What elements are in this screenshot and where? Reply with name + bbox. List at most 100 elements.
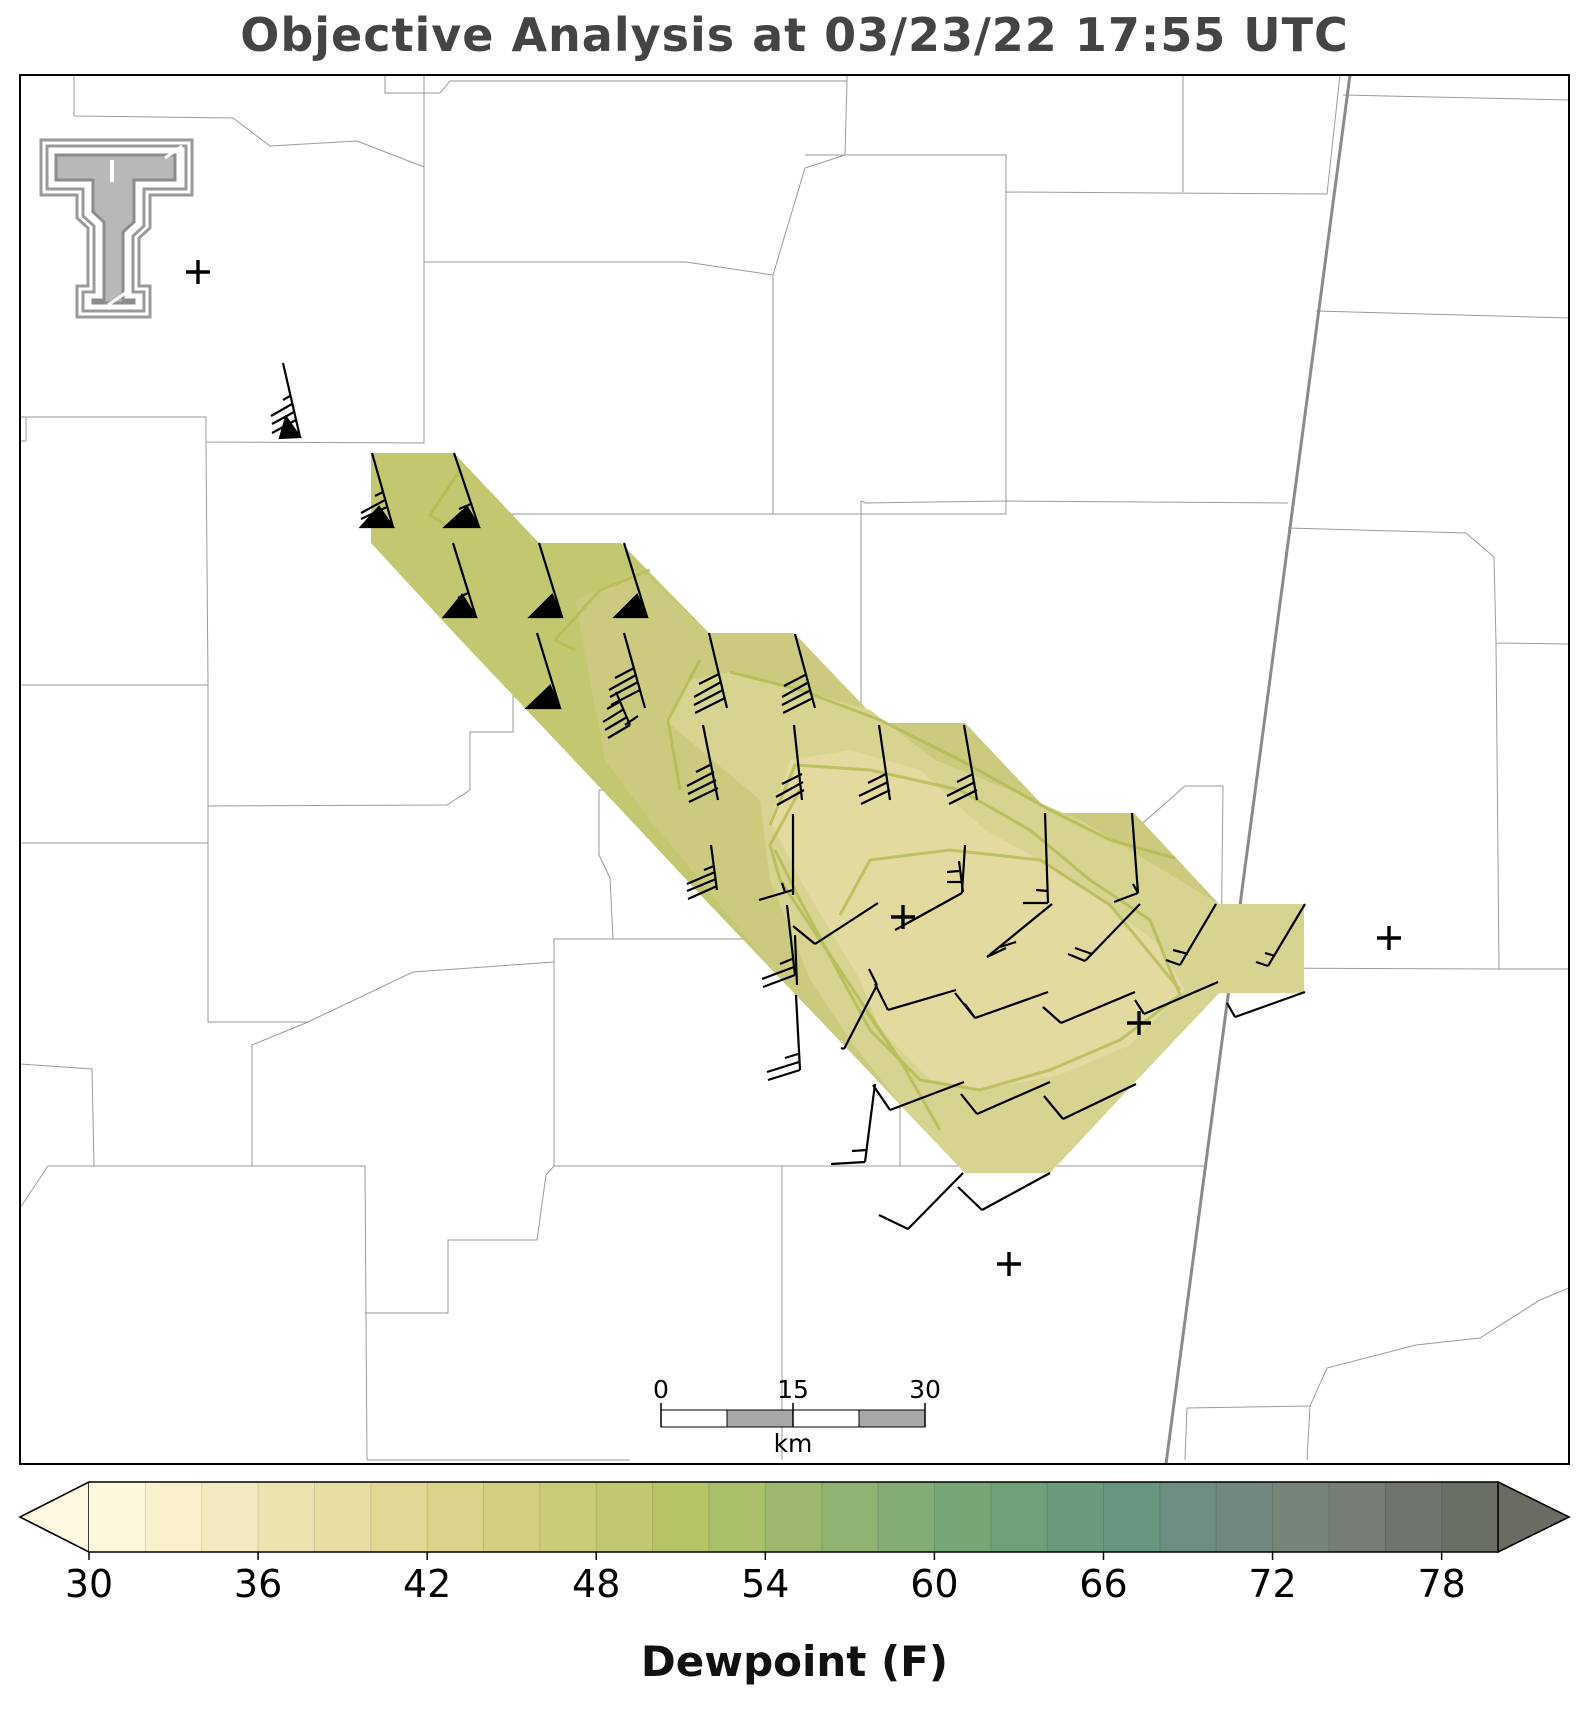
wind-barb xyxy=(758,882,794,902)
colorbar-tick-label: 72 xyxy=(1248,1562,1296,1606)
colorbar-tick-label: 54 xyxy=(741,1562,789,1606)
colorbar-under-arrow xyxy=(18,1480,90,1554)
station-marker-plus xyxy=(186,260,210,284)
map-border xyxy=(19,74,1570,1465)
wind-barb xyxy=(686,844,719,901)
colorbar-segment xyxy=(258,1482,315,1552)
county-boundaries xyxy=(20,75,1569,1461)
dewpoint-region xyxy=(371,453,1304,1173)
wind-barb xyxy=(442,452,481,529)
colorbar-segment xyxy=(878,1482,935,1552)
wind-barb xyxy=(1255,903,1306,968)
wind-barb xyxy=(858,724,892,805)
scale-bar-label-15: 15 xyxy=(777,1375,809,1404)
wind-barb xyxy=(766,994,802,1082)
wind-barb xyxy=(775,724,805,806)
wind-barb xyxy=(602,691,632,739)
wind-barb xyxy=(524,632,562,710)
colorbar-tick-label: 60 xyxy=(910,1562,958,1606)
colorbar-segment xyxy=(934,1482,992,1552)
wind-barb xyxy=(358,452,396,529)
wind-barb xyxy=(1067,903,1141,963)
map-panel[interactable]: 0 15 30 km xyxy=(20,75,1569,1464)
colorbar-segment xyxy=(652,1482,710,1552)
colorbar-segment xyxy=(145,1482,203,1552)
colorbar-segment xyxy=(596,1482,654,1552)
colorbar-segment xyxy=(1216,1482,1274,1552)
colorbar-tick-label: 36 xyxy=(234,1562,282,1606)
dewpoint-fill-level-4 xyxy=(770,750,1185,1090)
wind-barb xyxy=(946,844,967,894)
wind-barb xyxy=(686,724,720,803)
wind-barb xyxy=(1226,990,1306,1019)
colorbar-tick-label: 48 xyxy=(572,1562,620,1606)
wind-barb xyxy=(830,1083,877,1166)
station-markers xyxy=(186,260,1401,1276)
colorbar-segment xyxy=(1047,1482,1104,1552)
wind-barb xyxy=(840,968,878,1051)
wind-barb xyxy=(874,983,957,1012)
colorbar-segment xyxy=(314,1482,372,1552)
texas-tech-double-t-logo xyxy=(39,138,194,319)
wind-barb xyxy=(270,362,303,440)
wind-barb xyxy=(608,632,647,709)
wind-barb xyxy=(527,542,564,619)
colorbar-over-arrow xyxy=(1497,1480,1571,1554)
wind-barb xyxy=(624,715,639,726)
wind-barb xyxy=(1113,812,1140,904)
colorbar-tick-label: 66 xyxy=(1079,1562,1127,1606)
dewpoint-contours xyxy=(427,469,1182,1131)
colorbar-segment xyxy=(201,1482,259,1552)
state-boundary xyxy=(1164,75,1352,1464)
page-title: Objective Analysis at 03/23/22 17:55 UTC xyxy=(240,8,1349,62)
station-marker-plus xyxy=(891,905,915,929)
colorbar-segment xyxy=(427,1482,485,1552)
colorbar-segment xyxy=(821,1482,879,1552)
scale-bar-label-0: 0 xyxy=(653,1375,669,1404)
wind-barb xyxy=(792,902,879,945)
colorbar-segment xyxy=(1103,1482,1161,1552)
wind-barb xyxy=(761,904,797,989)
colorbar: 30 36 42 48 54 60 66 72 78 xyxy=(18,1480,1571,1606)
colorbar-segment xyxy=(370,1482,428,1552)
wind-barb xyxy=(957,1172,1051,1211)
colorbar-segment xyxy=(990,1482,1048,1552)
wind-barb xyxy=(872,1080,965,1112)
colorbar-tick-label: 42 xyxy=(403,1562,451,1606)
colorbar-segment xyxy=(708,1482,766,1552)
colorbar-tick-label: 30 xyxy=(65,1562,113,1606)
scale-bar-label-30: 30 xyxy=(909,1375,941,1404)
wind-barb xyxy=(1165,903,1217,967)
station-marker-plus xyxy=(1377,926,1401,950)
station-marker-plus xyxy=(997,1252,1021,1276)
wind-barb xyxy=(946,724,979,805)
wind-barb xyxy=(693,632,729,714)
wind-barb xyxy=(878,1172,964,1230)
station-marker-plus xyxy=(1127,1011,1151,1035)
wind-barb xyxy=(960,1080,1051,1116)
wind-barb xyxy=(1134,980,1219,1016)
wind-barb xyxy=(986,903,1053,958)
colorbar-segment xyxy=(89,1482,146,1552)
colorbar-tick-label: 78 xyxy=(1417,1562,1465,1606)
wind-barb xyxy=(1042,990,1136,1025)
colorbar-segment xyxy=(539,1482,597,1552)
wind-barb xyxy=(793,934,799,986)
wind-barbs xyxy=(270,362,1306,1230)
scale-bar-unit: km xyxy=(774,1429,813,1458)
colorbar-segment xyxy=(1441,1482,1499,1552)
colorbar-segment xyxy=(483,1482,541,1552)
wind-barb xyxy=(612,542,649,619)
wind-barb xyxy=(954,990,1049,1020)
colorbar-segment xyxy=(765,1482,823,1552)
colorbar-segment xyxy=(1159,1482,1217,1552)
wind-barb xyxy=(441,542,479,619)
wind-barb xyxy=(1023,812,1050,905)
colorbar-label: Dewpoint (F) xyxy=(640,1637,949,1686)
colorbar-segment xyxy=(1272,1482,1330,1552)
colorbar-segment xyxy=(1385,1482,1443,1552)
wind-barb xyxy=(781,633,817,714)
scale-bar: 0 15 30 km xyxy=(653,1375,941,1458)
colorbar-segment xyxy=(1328,1482,1386,1552)
